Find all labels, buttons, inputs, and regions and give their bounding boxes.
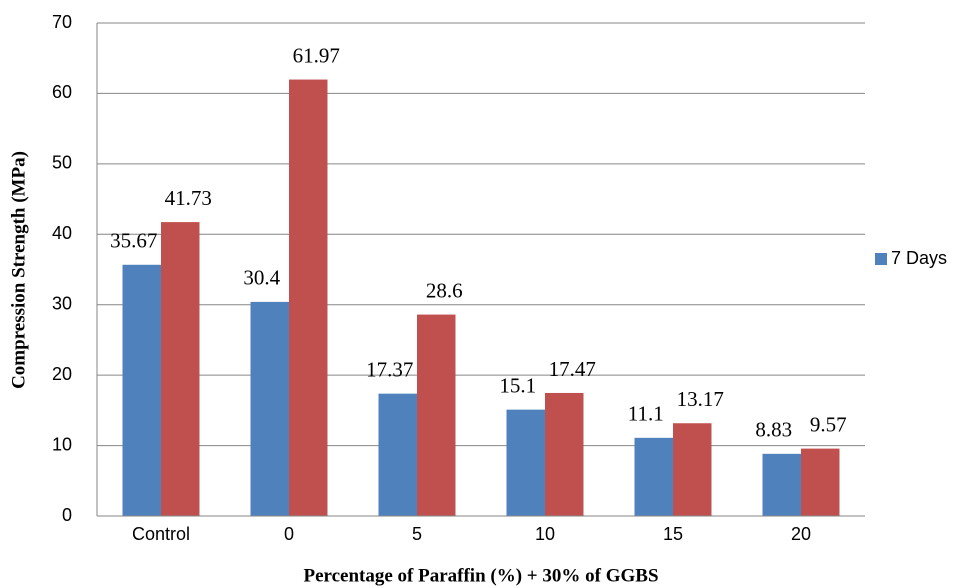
bar (161, 222, 200, 517)
value-label: 28.6 (426, 278, 463, 302)
y-tick-label: 10 (52, 434, 72, 454)
value-label: 9.57 (810, 412, 847, 436)
x-tick-label: Control (132, 524, 190, 544)
bar (634, 437, 673, 516)
legend-label: 7 Days (891, 248, 947, 268)
bar (673, 423, 712, 516)
bar (506, 409, 545, 516)
x-tick-label: 15 (663, 524, 683, 544)
y-tick-label: 50 (52, 153, 72, 173)
y-tick-label: 70 (52, 12, 72, 32)
value-label: 35.67 (110, 229, 157, 253)
x-tick-label: 20 (791, 524, 811, 544)
y-tick-label: 0 (62, 505, 72, 525)
value-label: 15.1 (499, 373, 536, 397)
value-label: 41.73 (165, 186, 212, 210)
value-label: 11.1 (628, 402, 664, 426)
y-tick-label: 20 (52, 364, 72, 384)
value-label: 61.97 (293, 43, 340, 67)
bar (801, 448, 840, 516)
y-tick-label: 60 (52, 82, 72, 102)
bar (289, 79, 328, 517)
y-tick-label: 30 (52, 293, 72, 313)
value-label: 17.37 (366, 357, 413, 381)
bar (378, 393, 417, 516)
y-axis-title: Compression Strength (MPa) (8, 151, 29, 389)
x-axis-title: Percentage of Paraffin (%) + 30% of GGBS (303, 565, 658, 586)
bar (417, 314, 456, 516)
bar (545, 392, 584, 516)
y-tick-label: 40 (52, 223, 72, 243)
bar (122, 264, 161, 516)
value-label: 13.17 (677, 387, 724, 411)
value-label: 8.83 (755, 418, 792, 442)
x-tick-label: 5 (412, 524, 422, 544)
value-label: 30.4 (243, 266, 280, 290)
value-label: 17.47 (549, 357, 596, 381)
x-tick-label: 10 (535, 524, 555, 544)
bar (762, 453, 801, 516)
bar (250, 301, 289, 516)
x-tick-label: 0 (284, 524, 294, 544)
legend-swatch (875, 253, 887, 265)
